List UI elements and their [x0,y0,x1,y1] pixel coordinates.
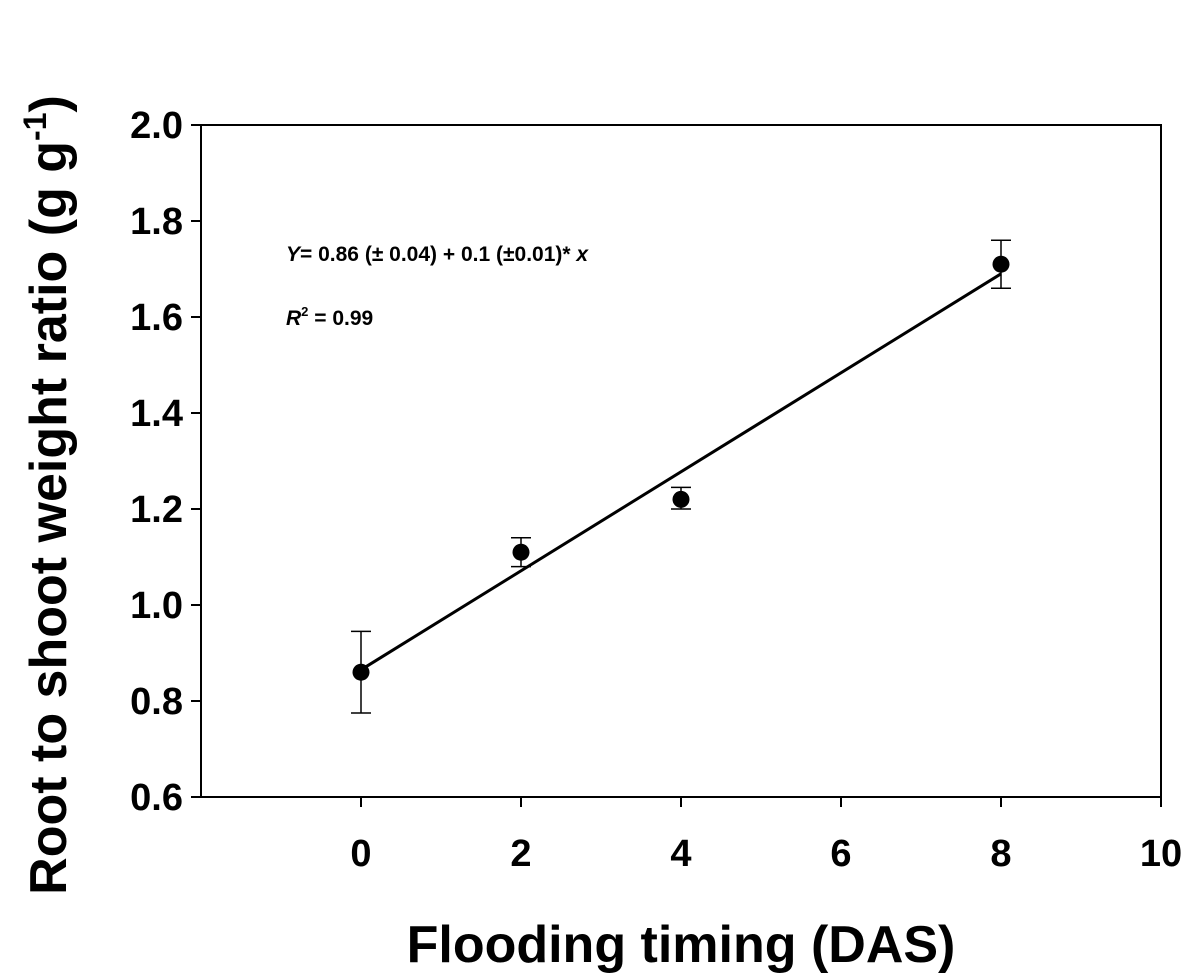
x-tick-label: 0 [350,833,371,875]
equation-body: = 0.86 (± 0.04) + 0.1 (±0.01)* [300,243,576,266]
equation-y-var: Y [286,243,302,266]
r-squared-value: = 0.99 [308,307,373,330]
y-axis-title-close: ) [20,95,78,112]
x-tick-label: 4 [670,833,691,875]
x-tick-label: 8 [990,833,1011,875]
r-squared-var: R [286,307,302,330]
y-tick-label: 0.8 [130,681,183,723]
x-tick-label: 2 [510,833,531,875]
error-bars [351,239,1011,714]
y-axis: 0.6 0.8 1.0 1.2 1.4 1.6 1.8 2.0 [130,105,201,819]
r-squared-exponent: 2 [301,304,308,319]
y-axis-title: Root to shoot weight ratio (g g-1) [17,95,78,895]
y-tick-label: 1.2 [130,489,183,531]
data-point [992,255,1010,273]
y-tick-label: 2.0 [130,105,183,147]
plot-frame [200,124,1162,798]
regression-equation: Y= 0.86 (± 0.04) + 0.1 (±0.01)* x [286,243,589,266]
y-axis-title-main: Root to shoot weight ratio (g g [20,141,78,895]
x-tick-label: 10 [1140,833,1182,875]
data-point [352,663,370,681]
y-tick-label: 0.6 [130,777,183,819]
x-axis-title: Flooding timing (DAS) [407,916,956,974]
data-point [512,543,530,561]
equation-x-var: x [575,243,589,266]
y-tick-label: 1.6 [130,297,183,339]
y-tick-label: 1.8 [130,201,183,243]
x-tick-label: 6 [830,833,851,875]
r-squared: R2 = 0.99 [286,304,373,330]
fit-line [360,272,1002,672]
x-axis: 0 2 4 6 8 10 [350,797,1182,875]
y-axis-title-exponent: -1 [17,113,53,141]
regression-line [360,272,1002,672]
data-point [672,490,690,508]
y-tick-label: 1.0 [130,585,183,627]
y-tick-label: 1.4 [130,393,183,435]
data-points [352,255,1010,681]
